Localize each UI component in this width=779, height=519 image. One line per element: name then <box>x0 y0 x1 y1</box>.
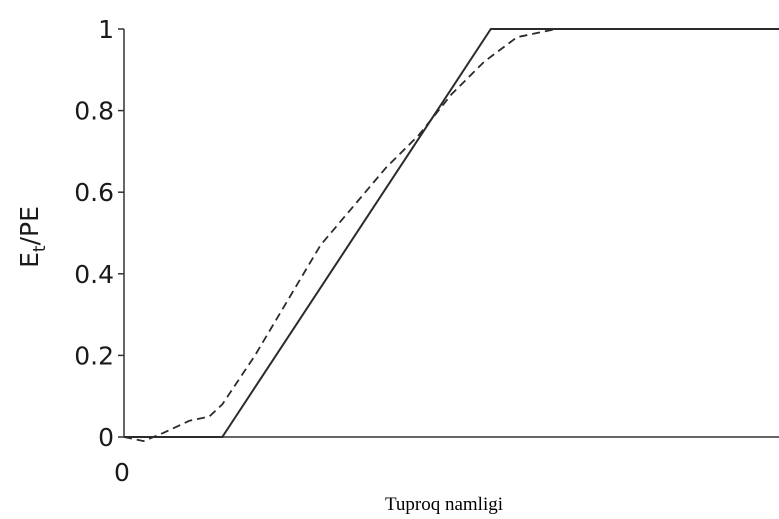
y-tick-label: 1 <box>98 15 114 44</box>
x-tick-label: 0 <box>114 458 130 487</box>
y-tick-label: 0.4 <box>74 260 114 289</box>
y-axis-label-subscript: t <box>30 245 50 252</box>
x-tick-labels: 0 <box>114 458 130 487</box>
series-solid-line <box>124 28 779 438</box>
series-group <box>123 28 779 443</box>
series-dashed-line <box>123 28 779 443</box>
y-tick-label: 0.6 <box>74 178 114 207</box>
y-tick-labels: 0 0.2 0.4 0.6 0.8 1 <box>74 15 114 452</box>
x-axis-label: Tuproq namligi <box>385 494 503 515</box>
y-axis-label: Et/PE <box>15 206 50 268</box>
y-axis-label-main: E <box>15 252 44 268</box>
y-tick-label: 0.2 <box>74 341 114 370</box>
y-tick-marks <box>118 28 124 438</box>
y-tick-label: 0 <box>98 423 114 452</box>
y-axis-label-rest: /PE <box>15 206 44 245</box>
y-tick-label: 0.8 <box>74 97 114 126</box>
